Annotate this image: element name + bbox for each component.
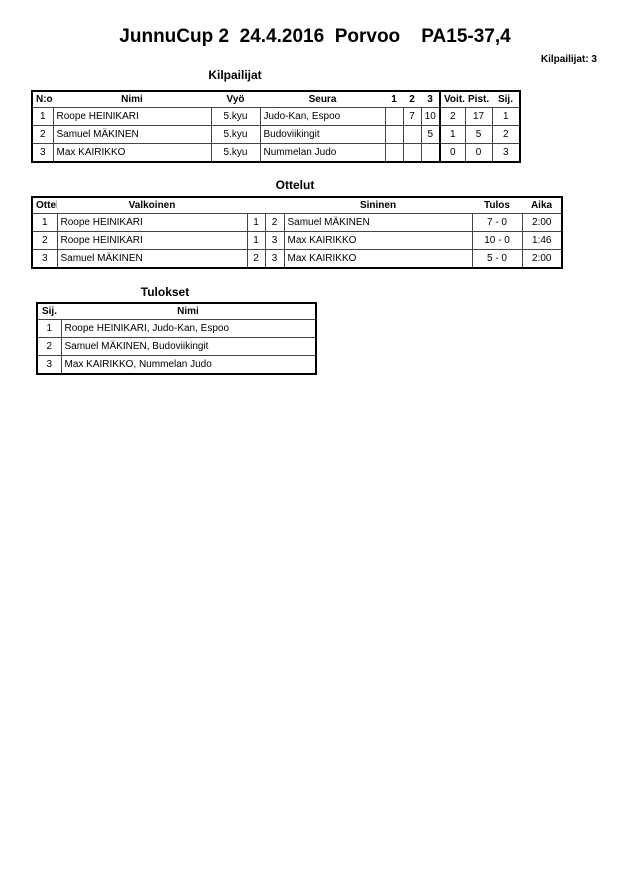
table-cell: 1 bbox=[439, 125, 466, 144]
table-cell: Samuel MÄKINEN bbox=[283, 213, 473, 232]
column-header bbox=[265, 197, 284, 214]
table-cell: 2:00 bbox=[521, 249, 563, 269]
column-header: Nimi bbox=[121, 94, 143, 105]
matches-heading: Ottelut bbox=[275, 178, 315, 192]
competitors-heading: Kilpailijat bbox=[208, 68, 262, 82]
table-cell: 3 bbox=[264, 231, 285, 250]
column-header: Aika bbox=[530, 200, 553, 211]
table-row: 3 Samuel MÄKINEN 2 3 Max KAIRIKKO 5 - 0 2:00 bbox=[31, 249, 563, 269]
table-cell: 2 bbox=[439, 107, 466, 126]
column-header: Valkoinen bbox=[128, 200, 176, 211]
table-cell: 0 bbox=[464, 143, 493, 163]
column-header: Pist. bbox=[468, 94, 490, 105]
table-cell bbox=[402, 125, 422, 144]
column-header: Sininen bbox=[359, 200, 397, 211]
table-cell: 5 - 0 bbox=[471, 249, 523, 269]
table-cell bbox=[384, 125, 404, 144]
table-cell: 10 bbox=[420, 107, 441, 126]
table-cell: 7 - 0 bbox=[471, 213, 523, 232]
table-cell: 1 bbox=[31, 213, 58, 232]
table-cell: 2 bbox=[36, 337, 62, 356]
table-cell: Nummelan Judo bbox=[259, 143, 386, 163]
column-header bbox=[247, 197, 265, 214]
table-row: 1 Roope HEINIKARI 1 2 Samuel MÄKINEN 7 - 0 2:0… bbox=[31, 213, 563, 232]
competitors-table: N:o Nimi Vyö Seura 1 2 3 Voit. Pist. Sij. 1 Roope H… bbox=[31, 90, 521, 163]
table-cell: 3 bbox=[264, 249, 285, 269]
table-cell: 2 bbox=[246, 249, 266, 269]
table-cell: 0 bbox=[439, 143, 466, 163]
table-cell: 5 bbox=[420, 125, 441, 144]
table-cell: 2 bbox=[31, 125, 54, 144]
table-cell: Max KAIRIKKO bbox=[52, 143, 212, 163]
table-cell: Samuel MÄKINEN, Budoviikingit bbox=[60, 337, 317, 356]
table-cell: Max KAIRIKKO, Nummelan Judo bbox=[60, 355, 317, 375]
page-title: JunnuCup 2 24.4.2016 Porvoo PA15-37,4 bbox=[119, 26, 511, 47]
table-cell: 5 bbox=[464, 125, 493, 144]
table-row: 2 Roope HEINIKARI 1 3 Max KAIRIKKO 10 - 0 1:46 bbox=[31, 231, 563, 250]
table-cell: Budoviikingit bbox=[259, 125, 386, 144]
table-cell bbox=[384, 143, 404, 163]
column-header: N:o bbox=[36, 94, 53, 105]
table-row: 2 Samuel MÄKINEN, Budoviikingit bbox=[36, 337, 317, 356]
results-table: Sij. Nimi 1 Roope HEINIKARI, Judo-Kan, Espo… bbox=[36, 302, 317, 375]
table-cell: Samuel MÄKINEN bbox=[52, 125, 212, 144]
column-header: Nimi bbox=[177, 306, 199, 317]
column-header: Tulos bbox=[484, 200, 510, 211]
table-cell: 7 bbox=[402, 107, 422, 126]
table-row: 1 Roope HEINIKARI, Judo-Kan, Espoo bbox=[36, 319, 317, 338]
column-header: Ottelu bbox=[36, 200, 57, 211]
table-cell: Roope HEINIKARI, Judo-Kan, Espoo bbox=[60, 319, 317, 338]
column-header: 1 bbox=[391, 94, 397, 105]
table-cell: Roope HEINIKARI bbox=[52, 107, 212, 126]
table-cell bbox=[402, 143, 422, 163]
table-cell: Max KAIRIKKO bbox=[283, 231, 473, 250]
table-cell: 2 bbox=[264, 213, 285, 232]
table-cell: 1 bbox=[246, 231, 266, 250]
table-cell: 1 bbox=[31, 107, 54, 126]
table-cell: 3 bbox=[31, 249, 58, 269]
table-cell: Roope HEINIKARI bbox=[56, 231, 248, 250]
table-cell: 2 bbox=[491, 125, 521, 144]
column-header: Voit. bbox=[439, 91, 465, 108]
table-cell bbox=[420, 143, 441, 163]
table-cell: Samuel MÄKINEN bbox=[56, 249, 248, 269]
table-cell: 1 bbox=[491, 107, 521, 126]
table-cell: 1 bbox=[36, 319, 62, 338]
column-header: Sij. bbox=[41, 306, 57, 317]
table-cell: 5.kyu bbox=[210, 125, 261, 144]
table-cell: 1:46 bbox=[521, 231, 563, 250]
results-heading: Tulokset bbox=[140, 285, 190, 299]
table-cell bbox=[384, 107, 404, 126]
column-header: Sij. bbox=[497, 94, 513, 105]
table-cell: 2 bbox=[31, 231, 58, 250]
column-header: Seura bbox=[308, 94, 337, 105]
table-cell: 5.kyu bbox=[210, 107, 261, 126]
table-row: 2 Samuel MÄKINEN 5.kyu Budoviikingit 5 1 5 2 bbox=[31, 125, 521, 144]
column-header: Vyö bbox=[226, 94, 245, 105]
table-cell: 10 - 0 bbox=[471, 231, 523, 250]
table-cell: 3 bbox=[31, 143, 54, 163]
table-cell: Roope HEINIKARI bbox=[56, 213, 248, 232]
table-cell: 2:00 bbox=[521, 213, 563, 232]
column-header: 3 bbox=[427, 94, 433, 105]
table-row: 3 Max KAIRIKKO 5.kyu Nummelan Judo 0 0 3 bbox=[31, 143, 521, 163]
table-cell: Max KAIRIKKO bbox=[283, 249, 473, 269]
table-row: 1 Roope HEINIKARI 5.kyu Judo-Kan, Espoo 7 10 2… bbox=[31, 107, 521, 126]
table-row: 3 Max KAIRIKKO, Nummelan Judo bbox=[36, 355, 317, 375]
table-cell: Judo-Kan, Espoo bbox=[259, 107, 386, 126]
competitor-count: Kilpailijat: 3 bbox=[540, 54, 597, 65]
table-cell: 17 bbox=[464, 107, 493, 126]
table-cell: 3 bbox=[491, 143, 521, 163]
column-header: 2 bbox=[409, 94, 415, 105]
table-cell: 5.kyu bbox=[210, 143, 261, 163]
table-cell: 3 bbox=[36, 355, 62, 375]
table-cell: 1 bbox=[246, 213, 266, 232]
